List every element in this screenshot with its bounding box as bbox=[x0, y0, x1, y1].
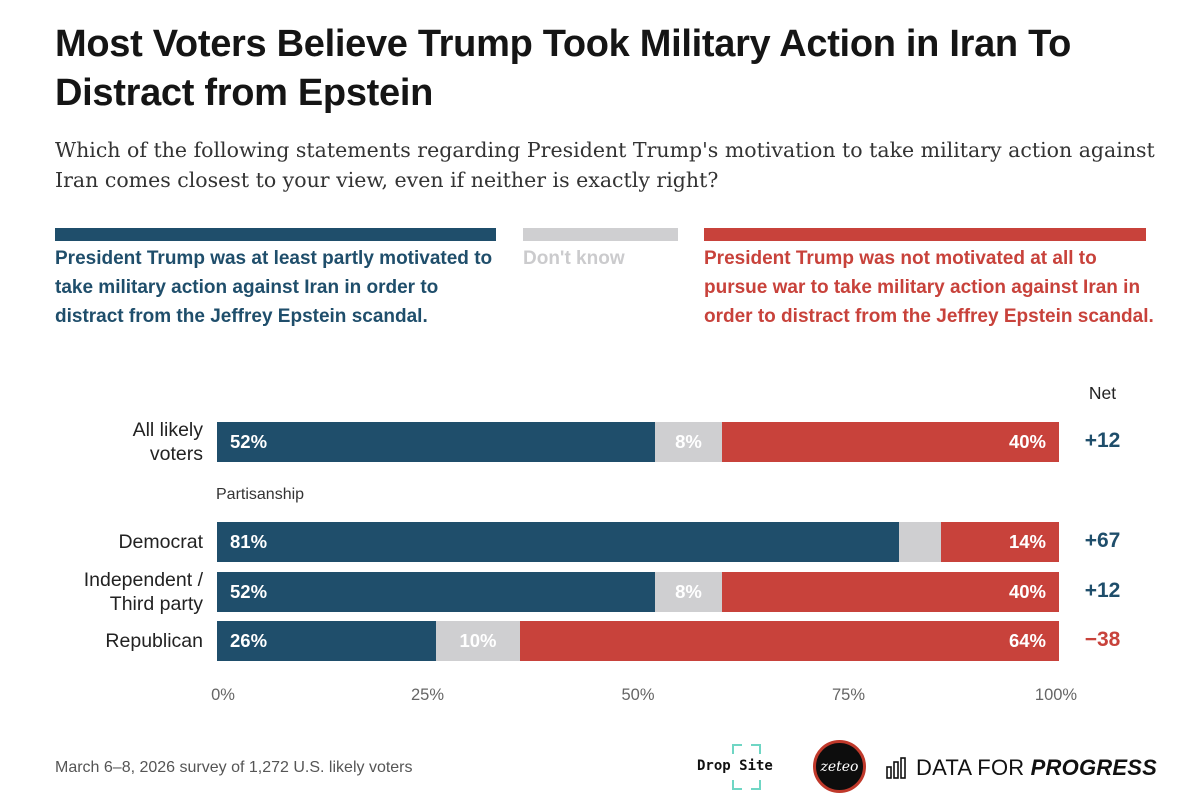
legend-swatch-partly-motivated bbox=[55, 228, 496, 241]
data-label: 8% bbox=[675, 581, 702, 602]
legend-label-partly-motivated: President Trump was at least partly moti… bbox=[55, 248, 493, 327]
x-tick-label: 100% bbox=[1034, 686, 1078, 704]
bar-chart-icon bbox=[886, 757, 906, 779]
row-label-line: Democrat bbox=[118, 531, 203, 553]
row-label-line: Independent / bbox=[83, 569, 203, 591]
x-tick-label: 25% bbox=[410, 686, 445, 704]
row-label: Independent / Third party bbox=[84, 568, 203, 616]
row-label-line: All likely bbox=[132, 419, 203, 441]
chart-subtitle: Which of the following statements regard… bbox=[55, 138, 1155, 192]
net-value: +67 bbox=[1084, 529, 1121, 552]
legend-label-dont-know: Don't know bbox=[523, 248, 625, 269]
row-label: Republican bbox=[105, 629, 203, 653]
net-value: −38 bbox=[1084, 628, 1121, 651]
data-label: 40% bbox=[1008, 431, 1046, 452]
bar-segment-not-motivated: 40% bbox=[722, 572, 1059, 612]
drop-site-logo-text: Drop Site bbox=[697, 758, 773, 774]
bar-segment-not-motivated: 64% bbox=[520, 621, 1059, 661]
row-label: All likely voters bbox=[133, 418, 203, 466]
bar-segment-dont-know bbox=[899, 522, 942, 562]
x-tick-label: 0% bbox=[211, 686, 235, 704]
zeteo-logo: zeteo bbox=[813, 740, 866, 793]
data-label: 64% bbox=[1008, 630, 1046, 651]
x-tick-label: 75% bbox=[831, 686, 866, 704]
data-label: 52% bbox=[230, 431, 268, 452]
legend-label-not-motivated: President Trump was not motivated at all… bbox=[704, 248, 1154, 327]
data-label: 10% bbox=[459, 630, 497, 651]
data-label: 81% bbox=[230, 531, 268, 552]
data-for-progress-logo: DATA FOR PROGRESS bbox=[886, 755, 1157, 781]
data-label: 40% bbox=[1008, 581, 1046, 602]
group-label-partisanship: Partisanship bbox=[216, 486, 305, 503]
row-label: Democrat bbox=[118, 530, 203, 554]
data-label: 52% bbox=[230, 581, 268, 602]
bar-segment-dont-know: 8% bbox=[654, 572, 723, 612]
net-column-header: Net bbox=[1088, 383, 1117, 403]
bar-segment-partly-motivated: 81% bbox=[217, 522, 900, 562]
zeteo-logo-text: zeteo bbox=[820, 758, 859, 775]
bar-segment-dont-know: 10% bbox=[435, 621, 521, 661]
bar-segment-partly-motivated: 52% bbox=[217, 422, 655, 462]
row-label-line: Third party bbox=[109, 593, 203, 615]
chart-title: Most Voters Believe Trump Took Military … bbox=[55, 23, 1072, 114]
data-label: 8% bbox=[675, 431, 702, 452]
net-value: +12 bbox=[1084, 429, 1121, 452]
footnote: March 6–8, 2026 survey of 1,272 U.S. lik… bbox=[55, 759, 413, 776]
bar-segment-not-motivated: 40% bbox=[722, 422, 1059, 462]
bar-segment-dont-know: 8% bbox=[654, 422, 723, 462]
bar-segment-partly-motivated: 26% bbox=[217, 621, 436, 661]
dfp-logo-text: DATA FOR bbox=[916, 755, 1031, 780]
drop-site-logo: Drop Site bbox=[687, 744, 791, 790]
data-label: 14% bbox=[1008, 531, 1046, 552]
legend-swatch-not-motivated bbox=[704, 228, 1146, 241]
row-label-line: Republican bbox=[105, 630, 203, 652]
x-tick-label: 50% bbox=[621, 686, 655, 704]
legend-swatch-dont-know bbox=[523, 228, 678, 241]
bar-segment-partly-motivated: 52% bbox=[217, 572, 655, 612]
net-value: +12 bbox=[1084, 579, 1121, 602]
row-label-line: voters bbox=[149, 443, 203, 465]
bar-segment-not-motivated: 14% bbox=[941, 522, 1059, 562]
data-label: 26% bbox=[230, 630, 268, 651]
dfp-logo-bold-text: PROGRESS bbox=[1030, 755, 1157, 780]
